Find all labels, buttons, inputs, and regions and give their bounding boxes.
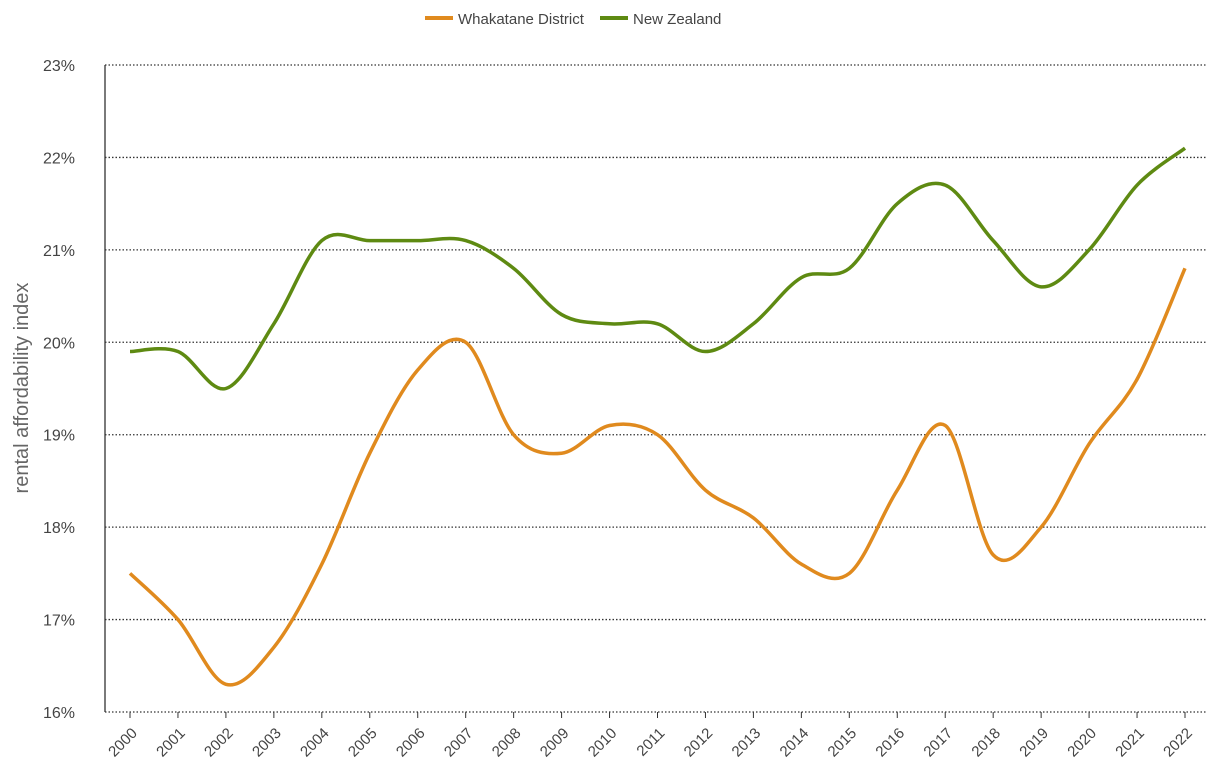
x-tick-label: 2014 — [777, 725, 813, 761]
legend-label: Whakatane District — [458, 11, 585, 28]
y-tick-label: 16% — [43, 705, 75, 722]
y-tick-label: 21% — [43, 243, 75, 260]
x-tick-label: 2009 — [537, 725, 573, 761]
y-tick-label: 18% — [43, 520, 75, 537]
x-tick-label: 2018 — [968, 725, 1004, 761]
line — [128, 267, 1187, 687]
y-tick-label: 20% — [43, 335, 75, 352]
y-tick-label: 22% — [43, 150, 75, 167]
x-tick-label: 2002 — [201, 725, 237, 761]
x-tick-label: 2020 — [1064, 725, 1100, 761]
x-tick-label: 2001 — [153, 725, 189, 761]
x-tick-label: 2019 — [1016, 725, 1052, 761]
y-axis-label: rental affordability index — [11, 283, 33, 494]
x-tick-label: 2006 — [393, 725, 429, 761]
x-tick-label: 2005 — [345, 725, 381, 761]
x-tick-label: 2007 — [441, 725, 477, 761]
legend-label: New Zealand — [633, 11, 721, 28]
x-tick-label: 2010 — [585, 725, 621, 761]
x-tick-label: 2004 — [297, 725, 333, 761]
x-tick-label: 2012 — [681, 725, 717, 761]
x-tick-label: 2022 — [1160, 725, 1196, 761]
x-tick-label: 2000 — [105, 725, 141, 761]
x-tick-label: 2008 — [489, 725, 525, 761]
x-tick-label: 2017 — [920, 725, 956, 761]
x-tick-label: 2003 — [249, 725, 285, 761]
y-tick-label: 17% — [43, 613, 75, 630]
x-tick-label: 2016 — [872, 725, 908, 761]
y-tick-label: 19% — [43, 428, 75, 445]
line — [129, 146, 1187, 391]
y-tick-label: 23% — [43, 58, 75, 75]
x-tick-label: 2013 — [729, 725, 765, 761]
x-tick-label: 2021 — [1112, 725, 1148, 761]
x-tick-label: 2011 — [633, 725, 668, 760]
x-tick-label: 2015 — [825, 725, 861, 761]
